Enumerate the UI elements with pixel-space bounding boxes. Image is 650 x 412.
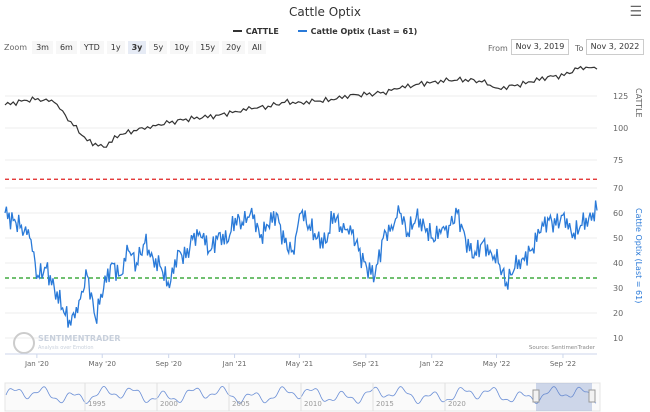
navigator-label: 2010 (304, 400, 322, 408)
watermark-logo-icon (13, 332, 35, 354)
zoom-button-all[interactable]: All (247, 41, 266, 54)
y-tick-label: 100 (613, 124, 628, 133)
zoom-button-15y[interactable]: 15y (196, 41, 220, 54)
y-tick-label: 50 (613, 234, 623, 243)
navigator-right-handle[interactable] (588, 389, 596, 403)
legend-label: CATTLE (245, 26, 279, 36)
x-tick-label: May '21 (286, 360, 314, 368)
y-tick-label: 125 (613, 92, 628, 101)
from-label: From (488, 44, 508, 53)
to-date-input[interactable]: Nov 3, 2022 (586, 39, 644, 55)
y-tick-label: 75 (613, 156, 623, 165)
navigator-selection[interactable] (536, 383, 592, 411)
x-tick-label: May '22 (483, 360, 511, 368)
legend-label: Cattle Optix (Last = 61) (310, 26, 418, 36)
x-tick-label: Jan '21 (222, 360, 247, 368)
y-tick-label: 70 (613, 184, 623, 193)
legend-item-cattle[interactable]: CATTLE (232, 26, 279, 36)
y-tick-label: 30 (613, 284, 623, 293)
zoom-button-6m[interactable]: 6m (55, 41, 77, 54)
navigator-label: 2005 (232, 400, 250, 408)
navigator (4, 382, 601, 412)
zoom-button-3y[interactable]: 3y (127, 41, 147, 54)
y-axis-title-optix: Cattle Optix (Last = 61) (634, 208, 643, 303)
zoom-selector: Zoom 3m 6m YTD 1y 3y 5y 10y 15y 20y All (4, 41, 266, 54)
optix-line (4, 200, 598, 328)
y-tick-label: 10 (613, 334, 623, 343)
cattle-line (4, 65, 598, 148)
y-tick-label: 40 (613, 259, 623, 268)
navigator-left-handle[interactable] (532, 389, 540, 403)
x-tick-label: Sep '21 (353, 360, 379, 368)
x-tick-label: Jan '20 (24, 360, 49, 368)
navigator-label: 2020 (448, 400, 466, 408)
zoom-label: Zoom (4, 43, 28, 52)
navigator-label: 2015 (376, 400, 394, 408)
watermark-tagline: Analysis over Emotion (38, 345, 94, 351)
legend-item-optix[interactable]: Cattle Optix (Last = 61) (297, 26, 418, 36)
zoom-button-3m[interactable]: 3m (32, 41, 53, 54)
zoom-button-1y[interactable]: 1y (106, 41, 125, 54)
y-axis-title-cattle: CATTLE (634, 88, 643, 118)
zoom-button-10y[interactable]: 10y (170, 41, 194, 54)
to-label: To (575, 44, 584, 53)
source-label: Source: SentimenTrader (529, 345, 596, 351)
x-tick-label: May '20 (88, 360, 116, 368)
zoom-button-5y[interactable]: 5y (149, 41, 168, 54)
zoom-button-20y[interactable]: 20y (222, 41, 245, 54)
watermark-name: SENTIMENTRADER (38, 334, 121, 343)
from-date-input[interactable]: Nov 3, 2019 (511, 39, 569, 55)
zoom-button-ytd[interactable]: YTD (79, 41, 104, 54)
legend: CATTLE Cattle Optix (Last = 61) (0, 25, 650, 36)
navigator-label: 2000 (160, 400, 178, 408)
hamburger-menu-icon[interactable]: ☰ (629, 4, 642, 20)
y-tick-label: 20 (613, 309, 623, 318)
x-tick-label: Sep '22 (550, 360, 576, 368)
navigator-label: 1995 (88, 400, 106, 408)
x-tick-label: Sep '20 (156, 360, 182, 368)
y-tick-label: 60 (613, 209, 623, 218)
chart-title: Cattle Optix (289, 5, 361, 19)
x-tick-label: Jan '22 (419, 360, 444, 368)
